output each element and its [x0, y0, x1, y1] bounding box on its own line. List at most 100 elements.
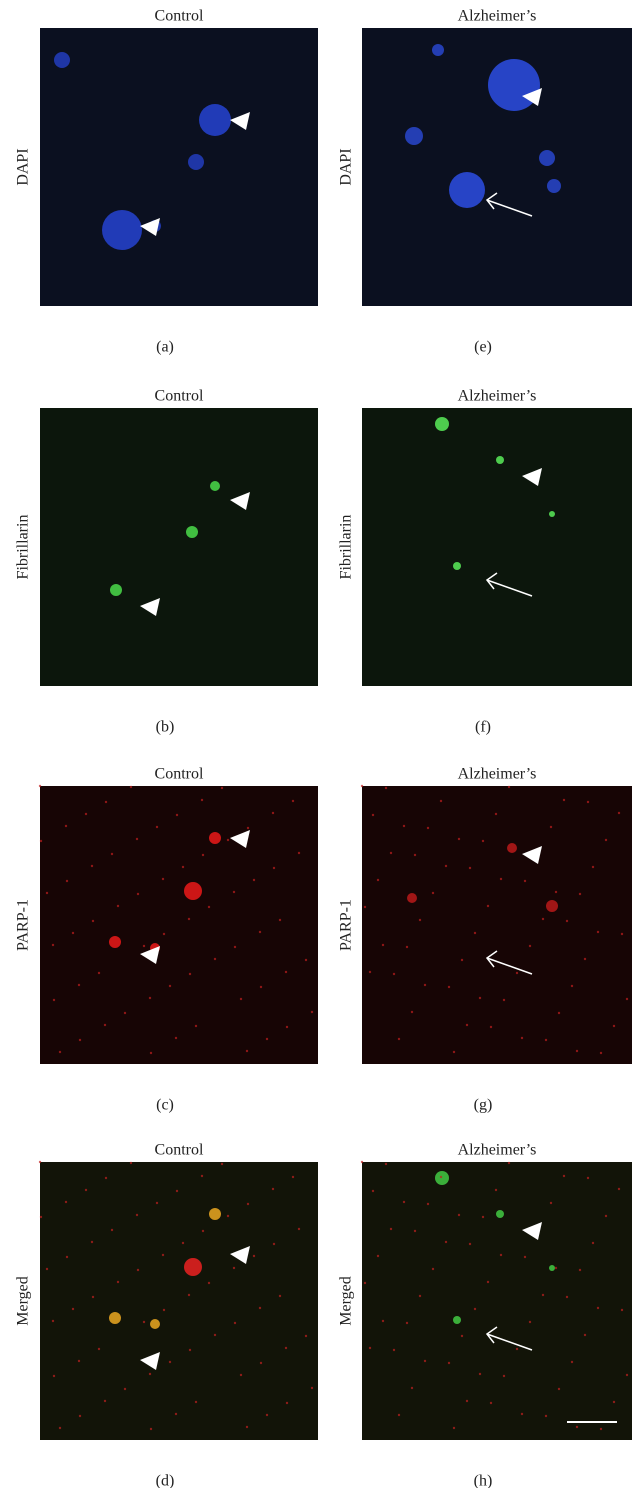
speckle — [124, 1388, 126, 1390]
speckle — [117, 905, 119, 907]
speckle — [78, 1360, 80, 1362]
speckle — [584, 1334, 586, 1336]
speckle — [227, 1215, 229, 1217]
speckle — [52, 944, 54, 946]
speckle — [427, 1203, 429, 1205]
speckle — [558, 1012, 560, 1014]
speckle — [39, 785, 41, 787]
speckle — [503, 999, 505, 1001]
speckle — [566, 920, 568, 922]
speckle — [600, 1052, 602, 1054]
speckle — [566, 1296, 568, 1298]
speckle — [79, 1039, 81, 1041]
speckle — [605, 1215, 607, 1217]
speckle — [605, 839, 607, 841]
speckle — [259, 931, 261, 933]
speckle — [214, 1334, 216, 1336]
signal-spot — [449, 172, 485, 208]
speckle — [286, 1402, 288, 1404]
speckle — [176, 814, 178, 816]
speckle — [298, 852, 300, 854]
speckle — [292, 1176, 294, 1178]
speckle — [53, 1375, 55, 1377]
speckle — [495, 813, 497, 815]
speckle — [279, 1295, 281, 1297]
speckle — [195, 1401, 197, 1403]
speckle — [240, 998, 242, 1000]
speckle — [613, 1401, 615, 1403]
speckle — [377, 879, 379, 881]
signal-spot — [453, 1316, 461, 1324]
signal-spot — [453, 562, 461, 570]
micrograph — [362, 1162, 632, 1440]
speckle — [286, 1026, 288, 1028]
speckle — [592, 1242, 594, 1244]
signal-spot — [210, 481, 220, 491]
speckle — [285, 1347, 287, 1349]
speckle — [576, 1050, 578, 1052]
speckle — [137, 893, 139, 895]
signal-spot — [110, 584, 122, 596]
speckle — [403, 1201, 405, 1203]
speckle — [162, 1254, 164, 1256]
speckle — [311, 1011, 313, 1013]
speckle — [432, 892, 434, 894]
panel: Alzheimer’sPARP-1(g) — [338, 766, 632, 1114]
signal-spot — [209, 1208, 221, 1220]
speckle — [555, 891, 557, 893]
speckle — [162, 878, 164, 880]
speckle — [188, 1294, 190, 1296]
speckle — [182, 866, 184, 868]
speckle — [461, 959, 463, 961]
speckle — [149, 997, 151, 999]
signal-spot — [547, 179, 561, 193]
speckle — [260, 1362, 262, 1364]
speckle — [453, 1051, 455, 1053]
speckle — [469, 1243, 471, 1245]
signal-spot — [54, 52, 70, 68]
speckle — [424, 1360, 426, 1362]
speckle — [111, 1229, 113, 1231]
speckle — [508, 1162, 510, 1164]
speckle — [65, 1201, 67, 1203]
speckle — [221, 787, 223, 789]
speckle — [175, 1413, 177, 1415]
speckle — [453, 1427, 455, 1429]
speckle — [385, 1163, 387, 1165]
speckle — [403, 825, 405, 827]
signal-spot — [405, 127, 423, 145]
speckle — [143, 945, 145, 947]
speckle — [479, 997, 481, 999]
speckle — [584, 958, 586, 960]
panel-label: (c) — [156, 1097, 174, 1114]
row-label: DAPI — [15, 148, 32, 185]
micrograph — [40, 1162, 318, 1440]
speckle — [411, 1011, 413, 1013]
speckle — [558, 1388, 560, 1390]
row-label: Fibrillarin — [15, 515, 32, 580]
speckle — [195, 1025, 197, 1027]
signal-spot — [188, 154, 204, 170]
speckle — [613, 1025, 615, 1027]
speckle — [469, 867, 471, 869]
speckle — [59, 1427, 61, 1429]
panel-label: (g) — [474, 1097, 493, 1114]
row-label: PARP-1 — [338, 899, 355, 951]
speckle — [390, 1228, 392, 1230]
signal-spot — [184, 1258, 202, 1276]
speckle — [364, 1282, 366, 1284]
signal-spot — [435, 1171, 449, 1185]
speckle — [39, 1161, 41, 1163]
speckle — [266, 1414, 268, 1416]
signal-spot — [150, 1319, 160, 1329]
speckle — [311, 1387, 313, 1389]
speckle — [266, 1038, 268, 1040]
speckle — [524, 1256, 526, 1258]
speckle — [169, 1361, 171, 1363]
speckle — [445, 865, 447, 867]
speckle — [72, 1308, 74, 1310]
micrograph — [40, 786, 318, 1064]
panel-label: (d) — [156, 1473, 175, 1488]
speckle — [104, 1400, 106, 1402]
